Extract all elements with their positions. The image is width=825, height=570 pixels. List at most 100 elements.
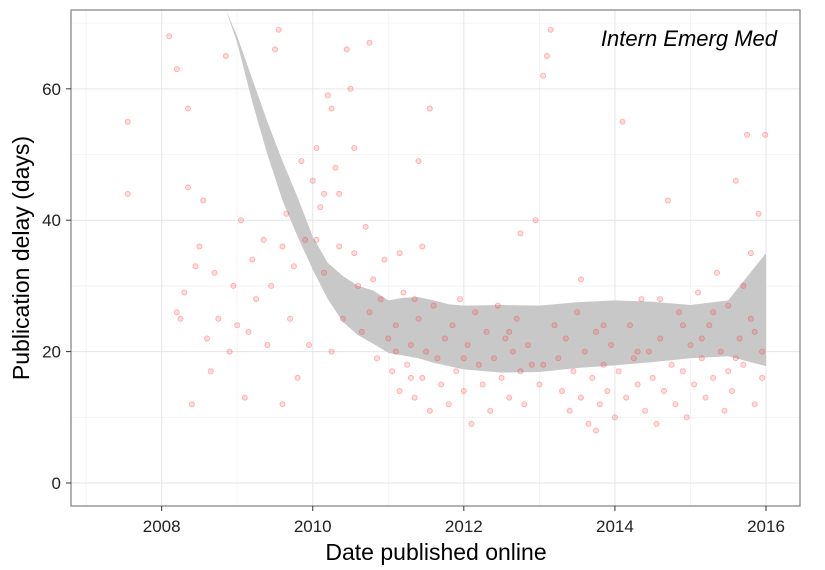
scatter-point — [411, 394, 418, 401]
scatter-point — [313, 144, 320, 151]
scatter-point — [506, 394, 513, 401]
scatter-point — [759, 348, 766, 355]
scatter-point — [525, 341, 532, 348]
scatter-point — [710, 309, 717, 316]
scatter-point — [695, 289, 702, 296]
scatter-point — [547, 26, 554, 33]
scatter-point — [196, 243, 203, 250]
scatter-point — [426, 105, 433, 112]
scatter-point — [305, 341, 312, 348]
scatter-point — [419, 243, 426, 250]
scatter-point — [698, 335, 705, 342]
scatter-point — [702, 394, 709, 401]
panel-border — [70, 9, 801, 507]
y-tick-label: 0 — [52, 474, 61, 493]
scatter-point — [540, 361, 547, 368]
scatter-point — [268, 282, 275, 289]
scatter-point — [506, 328, 513, 335]
scatter-point — [577, 276, 584, 283]
scatter-point — [347, 85, 354, 92]
scatter-point — [237, 217, 244, 224]
scatter-point — [634, 381, 641, 388]
scatter-point — [642, 407, 649, 414]
scatter-point — [479, 381, 486, 388]
scatter-point — [759, 374, 766, 381]
scatter-point — [475, 361, 482, 368]
scatter-point — [415, 158, 422, 165]
scatter-point — [729, 387, 736, 394]
scatter-point — [732, 355, 739, 362]
scatter-point — [279, 401, 286, 408]
scatter-point — [562, 335, 569, 342]
scatter-point — [124, 190, 131, 197]
scatter-point — [540, 72, 547, 79]
x-tick-label: 2008 — [143, 517, 181, 536]
scatter-point — [453, 368, 460, 375]
scatter-point — [634, 348, 641, 355]
scatter-point — [260, 236, 267, 243]
scatter-point — [173, 66, 180, 73]
scatter-point — [419, 374, 426, 381]
scatter-point — [339, 315, 346, 322]
scatter-point — [559, 387, 566, 394]
scatter-point — [226, 348, 233, 355]
scatter-point — [400, 289, 407, 296]
scatter-point — [472, 309, 479, 316]
scatter-point — [234, 322, 241, 329]
scatter-point — [332, 164, 339, 171]
scatter-point — [185, 105, 192, 112]
scatter-point — [498, 374, 505, 381]
scatter-point — [608, 341, 615, 348]
y-tick-label: 60 — [42, 80, 61, 99]
scatter-point — [513, 315, 520, 322]
scatter-point — [253, 296, 260, 303]
scatter-point — [294, 374, 301, 381]
scatter-point — [755, 210, 762, 217]
scatter-points-layer — [124, 26, 769, 434]
scatter-point — [600, 361, 607, 368]
scatter-point — [623, 394, 630, 401]
axes-layer: 2008 2010 2012 2014 2016 0 20 40 60 — [42, 80, 785, 536]
scatter-point — [668, 361, 675, 368]
scatter-point — [407, 341, 414, 348]
scatter-point — [249, 256, 256, 263]
scatter-point — [434, 355, 441, 362]
scatter-point — [604, 387, 611, 394]
scatter-point — [426, 407, 433, 414]
confidence-ribbon-layer — [225, 10, 766, 373]
smooth-confidence-ribbon — [225, 10, 766, 373]
scatter-point — [593, 328, 600, 335]
chart-annotation: Intern Emerg Med — [601, 26, 778, 51]
scatter-point — [509, 348, 516, 355]
scatter-point — [676, 309, 683, 316]
scatter-point — [664, 197, 671, 204]
scatter-point — [166, 33, 173, 40]
scatter-point — [468, 420, 475, 427]
scatter-point — [389, 368, 396, 375]
scatter-point — [385, 335, 392, 342]
scatter-point — [490, 355, 497, 362]
scatter-point — [355, 282, 362, 289]
scatter-point — [555, 355, 562, 362]
scatter-point — [358, 328, 365, 335]
x-tick-label: 2016 — [747, 517, 785, 536]
scatter-point — [279, 243, 286, 250]
scatter-point — [415, 315, 422, 322]
scatter-point — [449, 322, 456, 329]
scatter-point — [517, 230, 524, 237]
scatter-point — [370, 276, 377, 283]
scatter-point — [441, 335, 448, 342]
y-tick-label: 40 — [42, 211, 61, 230]
scatter-point — [645, 348, 652, 355]
scatter-point — [649, 374, 656, 381]
scatter-point — [362, 223, 369, 230]
scatter-point — [691, 381, 698, 388]
scatter-point — [528, 361, 535, 368]
scatter-point — [351, 144, 358, 151]
scatter-point — [721, 407, 728, 414]
scatter-point — [460, 387, 467, 394]
scatter-point — [457, 296, 464, 303]
scatter-point — [215, 315, 222, 322]
scatter-point — [593, 427, 600, 434]
